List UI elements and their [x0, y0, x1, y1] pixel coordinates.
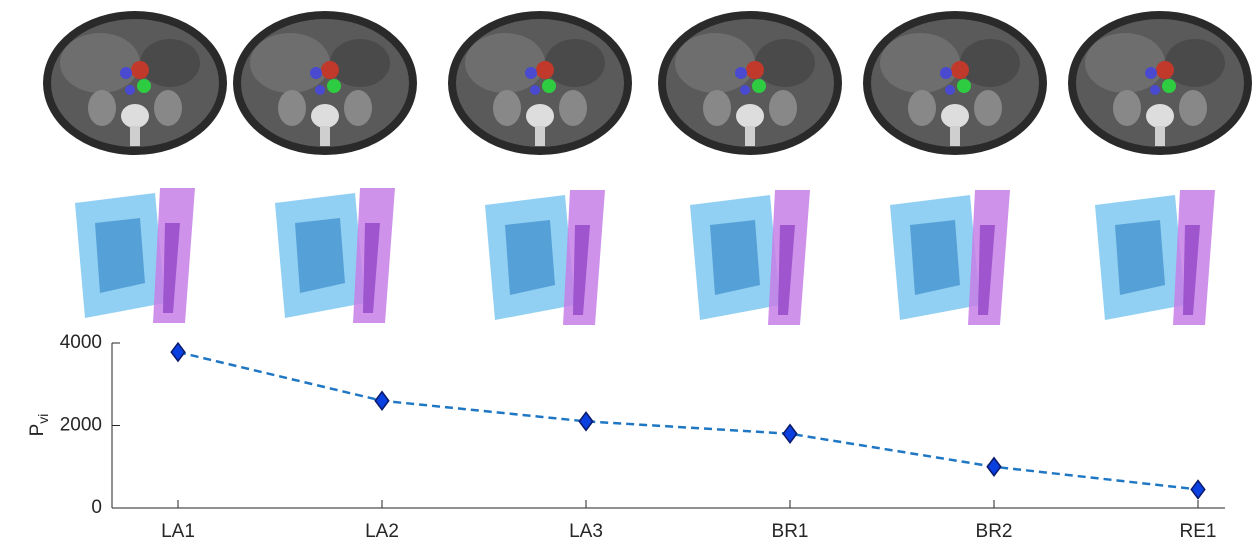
- data-line: [178, 352, 1198, 489]
- volume-rendering: [1095, 190, 1215, 325]
- x-tick-label: BR2: [976, 521, 1013, 542]
- data-point: [1191, 480, 1205, 498]
- volume-rendering: [890, 190, 1010, 325]
- ct-image: [1068, 11, 1252, 155]
- x-tick-label: LA3: [569, 521, 603, 542]
- data-point: [579, 412, 593, 430]
- x-tick-label: LA1: [161, 521, 195, 542]
- volume-rendering: [485, 190, 605, 325]
- ct-image: [863, 11, 1047, 155]
- data-point: [171, 343, 185, 361]
- y-tick-label: 4000: [60, 332, 102, 353]
- ct-images: [43, 11, 1252, 155]
- ct-image: [43, 11, 227, 155]
- volume-rendering: [275, 188, 395, 323]
- figure: Pvi 0 2000 4000 LA1 LA2 LA3 BR1 BR2 RE1: [0, 0, 1254, 547]
- data-point: [987, 458, 1001, 476]
- x-tick-label: BR1: [772, 521, 809, 542]
- volume-rendering: [690, 190, 810, 325]
- y-axis-label: Pvi: [27, 414, 51, 437]
- y-tick-label: 0: [91, 497, 102, 518]
- volume-rendering: [75, 188, 195, 323]
- data-point: [375, 392, 389, 410]
- volume-renderings: [75, 188, 1215, 325]
- x-tick-label: LA2: [365, 521, 399, 542]
- ct-image: [233, 11, 417, 155]
- y-tick-label: 2000: [60, 415, 102, 436]
- ct-image: [658, 11, 842, 155]
- x-tick-label: RE1: [1180, 521, 1217, 542]
- ct-image: [448, 11, 632, 155]
- data-point: [783, 425, 797, 443]
